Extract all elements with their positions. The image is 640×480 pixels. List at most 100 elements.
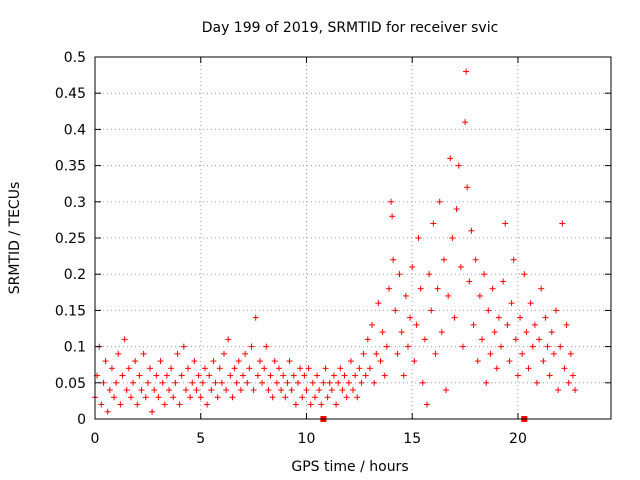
data-point [216,365,223,372]
data-point [519,350,526,357]
data-point [436,198,443,205]
y-tick-label: 0.45 [55,86,86,102]
data-point [474,358,481,365]
data-points [92,68,579,415]
data-point [210,358,217,365]
data-point [546,372,553,379]
data-point [398,329,405,336]
data-point [299,394,306,401]
data-point [527,300,534,307]
data-point [119,372,126,379]
data-point [555,387,562,394]
data-point [371,379,378,386]
data-point [389,213,396,220]
data-point [303,387,310,394]
data-point [390,256,397,263]
data-point [115,350,122,357]
data-point [163,372,170,379]
data-point [366,365,373,372]
data-point [311,394,318,401]
data-point [208,387,215,394]
data-point [333,401,340,408]
data-point [379,329,386,336]
data-point [567,350,574,357]
data-point [483,379,490,386]
data-point [479,336,485,343]
data-point [242,350,249,357]
data-point [468,227,475,234]
data-point [324,394,331,401]
data-point [250,387,257,394]
data-point [176,401,183,408]
data-point [409,263,416,270]
data-point [204,401,211,408]
data-point [326,379,333,386]
data-point [440,256,447,263]
data-point [182,387,189,394]
data-point [525,365,532,372]
data-point [166,387,173,394]
data-point [385,285,392,292]
data-point [168,365,175,372]
data-point [472,256,479,263]
data-point [301,372,308,379]
data-point [536,336,543,343]
data-point [104,408,111,415]
data-point [476,292,483,299]
data-point [453,206,460,213]
data-point [275,365,282,372]
data-point [235,358,242,365]
data-point [369,321,376,328]
data-point [407,314,414,321]
data-point [206,372,213,379]
data-point [123,387,130,394]
data-point [404,343,411,350]
data-point [157,358,164,365]
data-point [392,307,399,314]
data-point [305,365,312,372]
y-axis-ticks: 0 0.05 0.1 0.15 0.2 0.25 0.3 0.35 0.4 0.45 0.5 [55,50,611,428]
data-point [419,379,426,386]
data-point [330,372,337,379]
data-point [470,321,477,328]
data-point [449,235,456,241]
data-point [153,372,160,379]
x-tick-label: 10 [298,431,316,447]
data-point [170,394,177,401]
data-point [307,401,314,408]
data-point [426,271,433,278]
data-point [498,343,505,350]
data-point [106,387,113,394]
data-point [127,394,134,401]
data-point [445,292,452,299]
data-point [174,350,181,357]
data-point [271,358,278,365]
data-point [151,387,158,394]
data-point [244,379,251,386]
y-tick-label: 0.25 [55,231,86,247]
data-point [121,336,128,343]
data-point [282,394,289,401]
y-tick-label: 0.3 [64,195,86,211]
data-point [265,387,272,394]
data-point [144,379,151,386]
data-point [178,372,185,379]
data-point [421,336,428,343]
data-point [297,365,304,372]
data-point [424,401,431,408]
data-point [466,278,473,285]
data-point [383,343,390,350]
data-point [343,394,350,401]
data-point [159,379,166,386]
data-point [193,387,200,394]
data-point [402,292,409,299]
data-point [514,372,521,379]
data-point [113,379,120,386]
data-point [347,358,354,365]
data-point [316,387,323,394]
data-point [221,350,227,357]
data-point [388,198,395,205]
data-point [508,300,515,307]
data-point [463,68,470,75]
data-point [481,271,488,278]
